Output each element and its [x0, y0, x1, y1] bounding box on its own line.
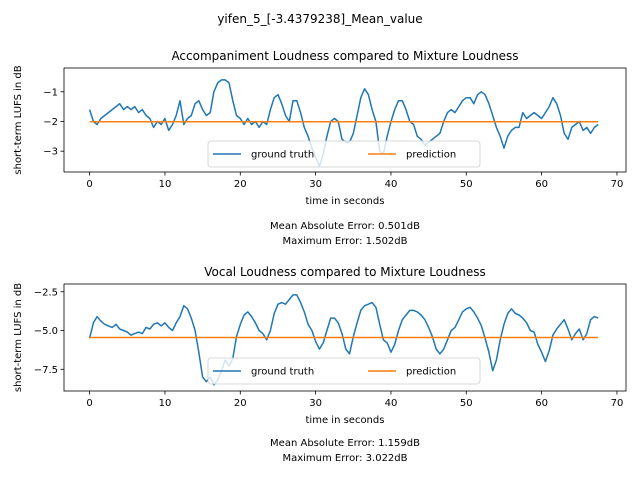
y-tick-label: −3 [43, 147, 58, 158]
x-tick-label: 0 [86, 179, 92, 190]
mean-absolute-error-note: Mean Absolute Error: 0.501dB [270, 221, 420, 232]
y-tick-label: −2 [43, 117, 58, 128]
legend-prediction-label: prediction [406, 150, 456, 161]
x-tick-label: 30 [309, 179, 322, 190]
legend-ground-truth-label: ground truth [251, 367, 314, 378]
x-tick-label: 0 [86, 398, 92, 409]
accompaniment-loudness-panel: Accompaniment Loudness compared to Mixtu… [13, 49, 627, 247]
x-tick-label: 20 [234, 179, 247, 190]
x-tick-label: 40 [385, 179, 398, 190]
legend-box [207, 357, 481, 385]
ground-truth-line [88, 294, 599, 386]
vocal-loudness-panel: Vocal Loudness compared to Mixture Loudn… [13, 265, 627, 464]
y-tick-label: −5.0 [34, 326, 58, 337]
y-tick-label: −1 [43, 87, 58, 98]
maximum-error-note: Maximum Error: 3.022dB [282, 453, 407, 464]
legend-prediction-label: prediction [406, 367, 456, 378]
x-tick-label: 50 [460, 179, 473, 190]
plot-title: Vocal Loudness compared to Mixture Loudn… [204, 265, 486, 279]
x-tick-label: 70 [611, 179, 624, 190]
y-axis-label: short-term LUFS in dB [13, 283, 24, 392]
x-tick-label: 70 [611, 398, 624, 409]
axes-frame [63, 283, 627, 392]
plot-title: Accompaniment Loudness compared to Mixtu… [171, 49, 518, 63]
x-axis-label: time in seconds [306, 415, 385, 426]
x-tick-label: 10 [159, 179, 172, 190]
x-tick-label: 40 [385, 398, 398, 409]
axes-frame [63, 67, 627, 173]
y-tick-label: −7.5 [34, 365, 58, 376]
maximum-error-note: Maximum Error: 1.502dB [282, 236, 407, 247]
legend-ground-truth-label: ground truth [251, 150, 314, 161]
x-tick-label: 10 [159, 398, 172, 409]
x-axis-label: time in seconds [306, 196, 385, 207]
x-tick-label: 20 [234, 398, 247, 409]
x-tick-label: 30 [309, 398, 322, 409]
mean-absolute-error-note: Mean Absolute Error: 1.159dB [270, 438, 420, 449]
figure-suptitle: yifen_5_[-3.4379238]_Mean_value [217, 12, 422, 26]
y-tick-label: −2.5 [34, 287, 58, 298]
y-axis-label: short-term LUFS in dB [13, 65, 24, 174]
legend-box [207, 140, 481, 168]
x-tick-label: 50 [460, 398, 473, 409]
x-tick-label: 60 [535, 179, 548, 190]
x-tick-label: 60 [535, 398, 548, 409]
